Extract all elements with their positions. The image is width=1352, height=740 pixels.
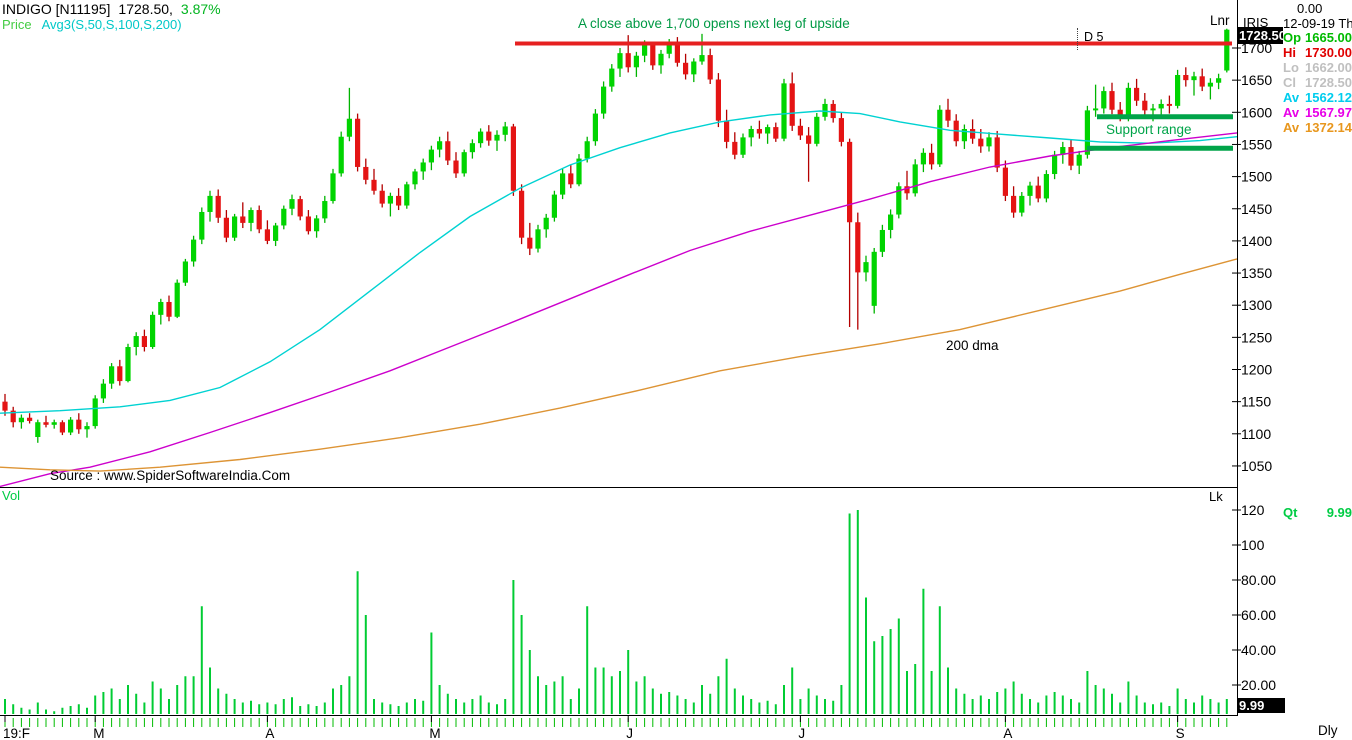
ma-line-100dma bbox=[0, 132, 1238, 488]
svg-text:1150: 1150 bbox=[1241, 394, 1271, 410]
svg-text:A: A bbox=[265, 726, 274, 740]
volume-layer bbox=[4, 510, 1228, 714]
svg-text:80.00: 80.00 bbox=[1241, 572, 1276, 588]
info-row-low: Lo 1662.00 bbox=[1283, 60, 1352, 75]
drawing-anchor[interactable] bbox=[1077, 28, 1079, 50]
indicator-header: Price Avg3(S,50,S,100,S,200) bbox=[2, 17, 182, 32]
volume-unit-label: Lk bbox=[1209, 489, 1223, 504]
svg-text:S: S bbox=[1176, 726, 1185, 740]
svg-text:M: M bbox=[429, 726, 440, 740]
svg-text:20.00: 20.00 bbox=[1241, 677, 1276, 693]
svg-text:J: J bbox=[798, 726, 805, 740]
price-series-label: Price bbox=[2, 17, 32, 32]
svg-text:1200: 1200 bbox=[1241, 362, 1272, 378]
volume-pane-label: Vol bbox=[2, 488, 21, 503]
linear-scale-label[interactable]: Lnr bbox=[1210, 13, 1230, 28]
timeframe-label[interactable]: Dly bbox=[1318, 723, 1338, 738]
svg-text:1300: 1300 bbox=[1241, 297, 1272, 313]
svg-text:60.00: 60.00 bbox=[1241, 607, 1276, 623]
candles-layer bbox=[2, 28, 1230, 443]
ma-line-50dma bbox=[0, 110, 1238, 414]
svg-text:1450: 1450 bbox=[1241, 201, 1272, 217]
last-price-tag: 1728.50 bbox=[1237, 27, 1286, 44]
last-volume-tag: 9.99 bbox=[1237, 698, 1285, 713]
info-row-close: Cl 1728.50 bbox=[1283, 75, 1352, 90]
svg-text:19:F: 19:F bbox=[3, 726, 30, 740]
support-range-label: Support range bbox=[1106, 122, 1192, 137]
app-title: IRIS bbox=[1243, 15, 1269, 30]
trendlines-layer bbox=[515, 41, 1233, 151]
svg-text:1350: 1350 bbox=[1241, 265, 1272, 281]
date-ticks-layer bbox=[4, 718, 1228, 727]
avg-indicator-label: Avg3(S,50,S,100,S,200) bbox=[41, 17, 182, 32]
info-row-avg50: Av 1562.12 bbox=[1283, 90, 1352, 105]
quote-date: 12-09-19 Th bbox=[1283, 16, 1352, 31]
svg-text:1600: 1600 bbox=[1241, 104, 1272, 120]
quantity-row: Qt 9.99 bbox=[1283, 505, 1352, 520]
dma200-label: 200 dma bbox=[946, 338, 999, 353]
ma-line-200dma bbox=[0, 258, 1238, 472]
svg-text:1700: 1700 bbox=[1241, 40, 1272, 56]
symbol-name: INDIGO [N11195] bbox=[2, 1, 111, 17]
svg-text:1650: 1650 bbox=[1241, 72, 1272, 88]
svg-text:40.00: 40.00 bbox=[1241, 642, 1276, 658]
svg-text:1400: 1400 bbox=[1241, 233, 1272, 249]
svg-text:1500: 1500 bbox=[1241, 169, 1272, 185]
svg-text:M: M bbox=[93, 726, 104, 740]
chart-header: INDIGO [N11195] 1728.50, 3.87% bbox=[2, 1, 221, 17]
change-value: 0.00 bbox=[1297, 1, 1323, 16]
analyst-note: A close above 1,700 opens next leg of up… bbox=[578, 16, 850, 31]
svg-text:1550: 1550 bbox=[1241, 136, 1272, 152]
info-row-open: Op 1665.00 bbox=[1283, 30, 1352, 45]
info-row-avg100: Av 1567.97 bbox=[1283, 105, 1352, 120]
axes-layer: 1700 1650 1600 1550 1500 1450 1400 1350 1300 1250… bbox=[0, 0, 1276, 740]
drawing-label-d5: D 5 bbox=[1084, 30, 1104, 44]
svg-text:100: 100 bbox=[1241, 537, 1265, 553]
svg-text:120: 120 bbox=[1241, 502, 1265, 518]
svg-text:1050: 1050 bbox=[1241, 458, 1272, 474]
svg-text:A: A bbox=[1003, 726, 1012, 740]
svg-text:J: J bbox=[626, 726, 633, 740]
svg-text:1100: 1100 bbox=[1241, 426, 1271, 442]
info-row-high: Hi 1730.00 bbox=[1283, 45, 1352, 60]
svg-text:1250: 1250 bbox=[1241, 329, 1272, 345]
source-credit: Source : www.SpiderSoftwareIndia.Com bbox=[50, 468, 291, 483]
moving-averages-layer bbox=[0, 110, 1238, 488]
info-row-avg200: Av 1372.14 bbox=[1283, 120, 1352, 135]
change-percent: 3.87% bbox=[180, 1, 221, 17]
last-price: 1728.50, bbox=[118, 1, 173, 17]
